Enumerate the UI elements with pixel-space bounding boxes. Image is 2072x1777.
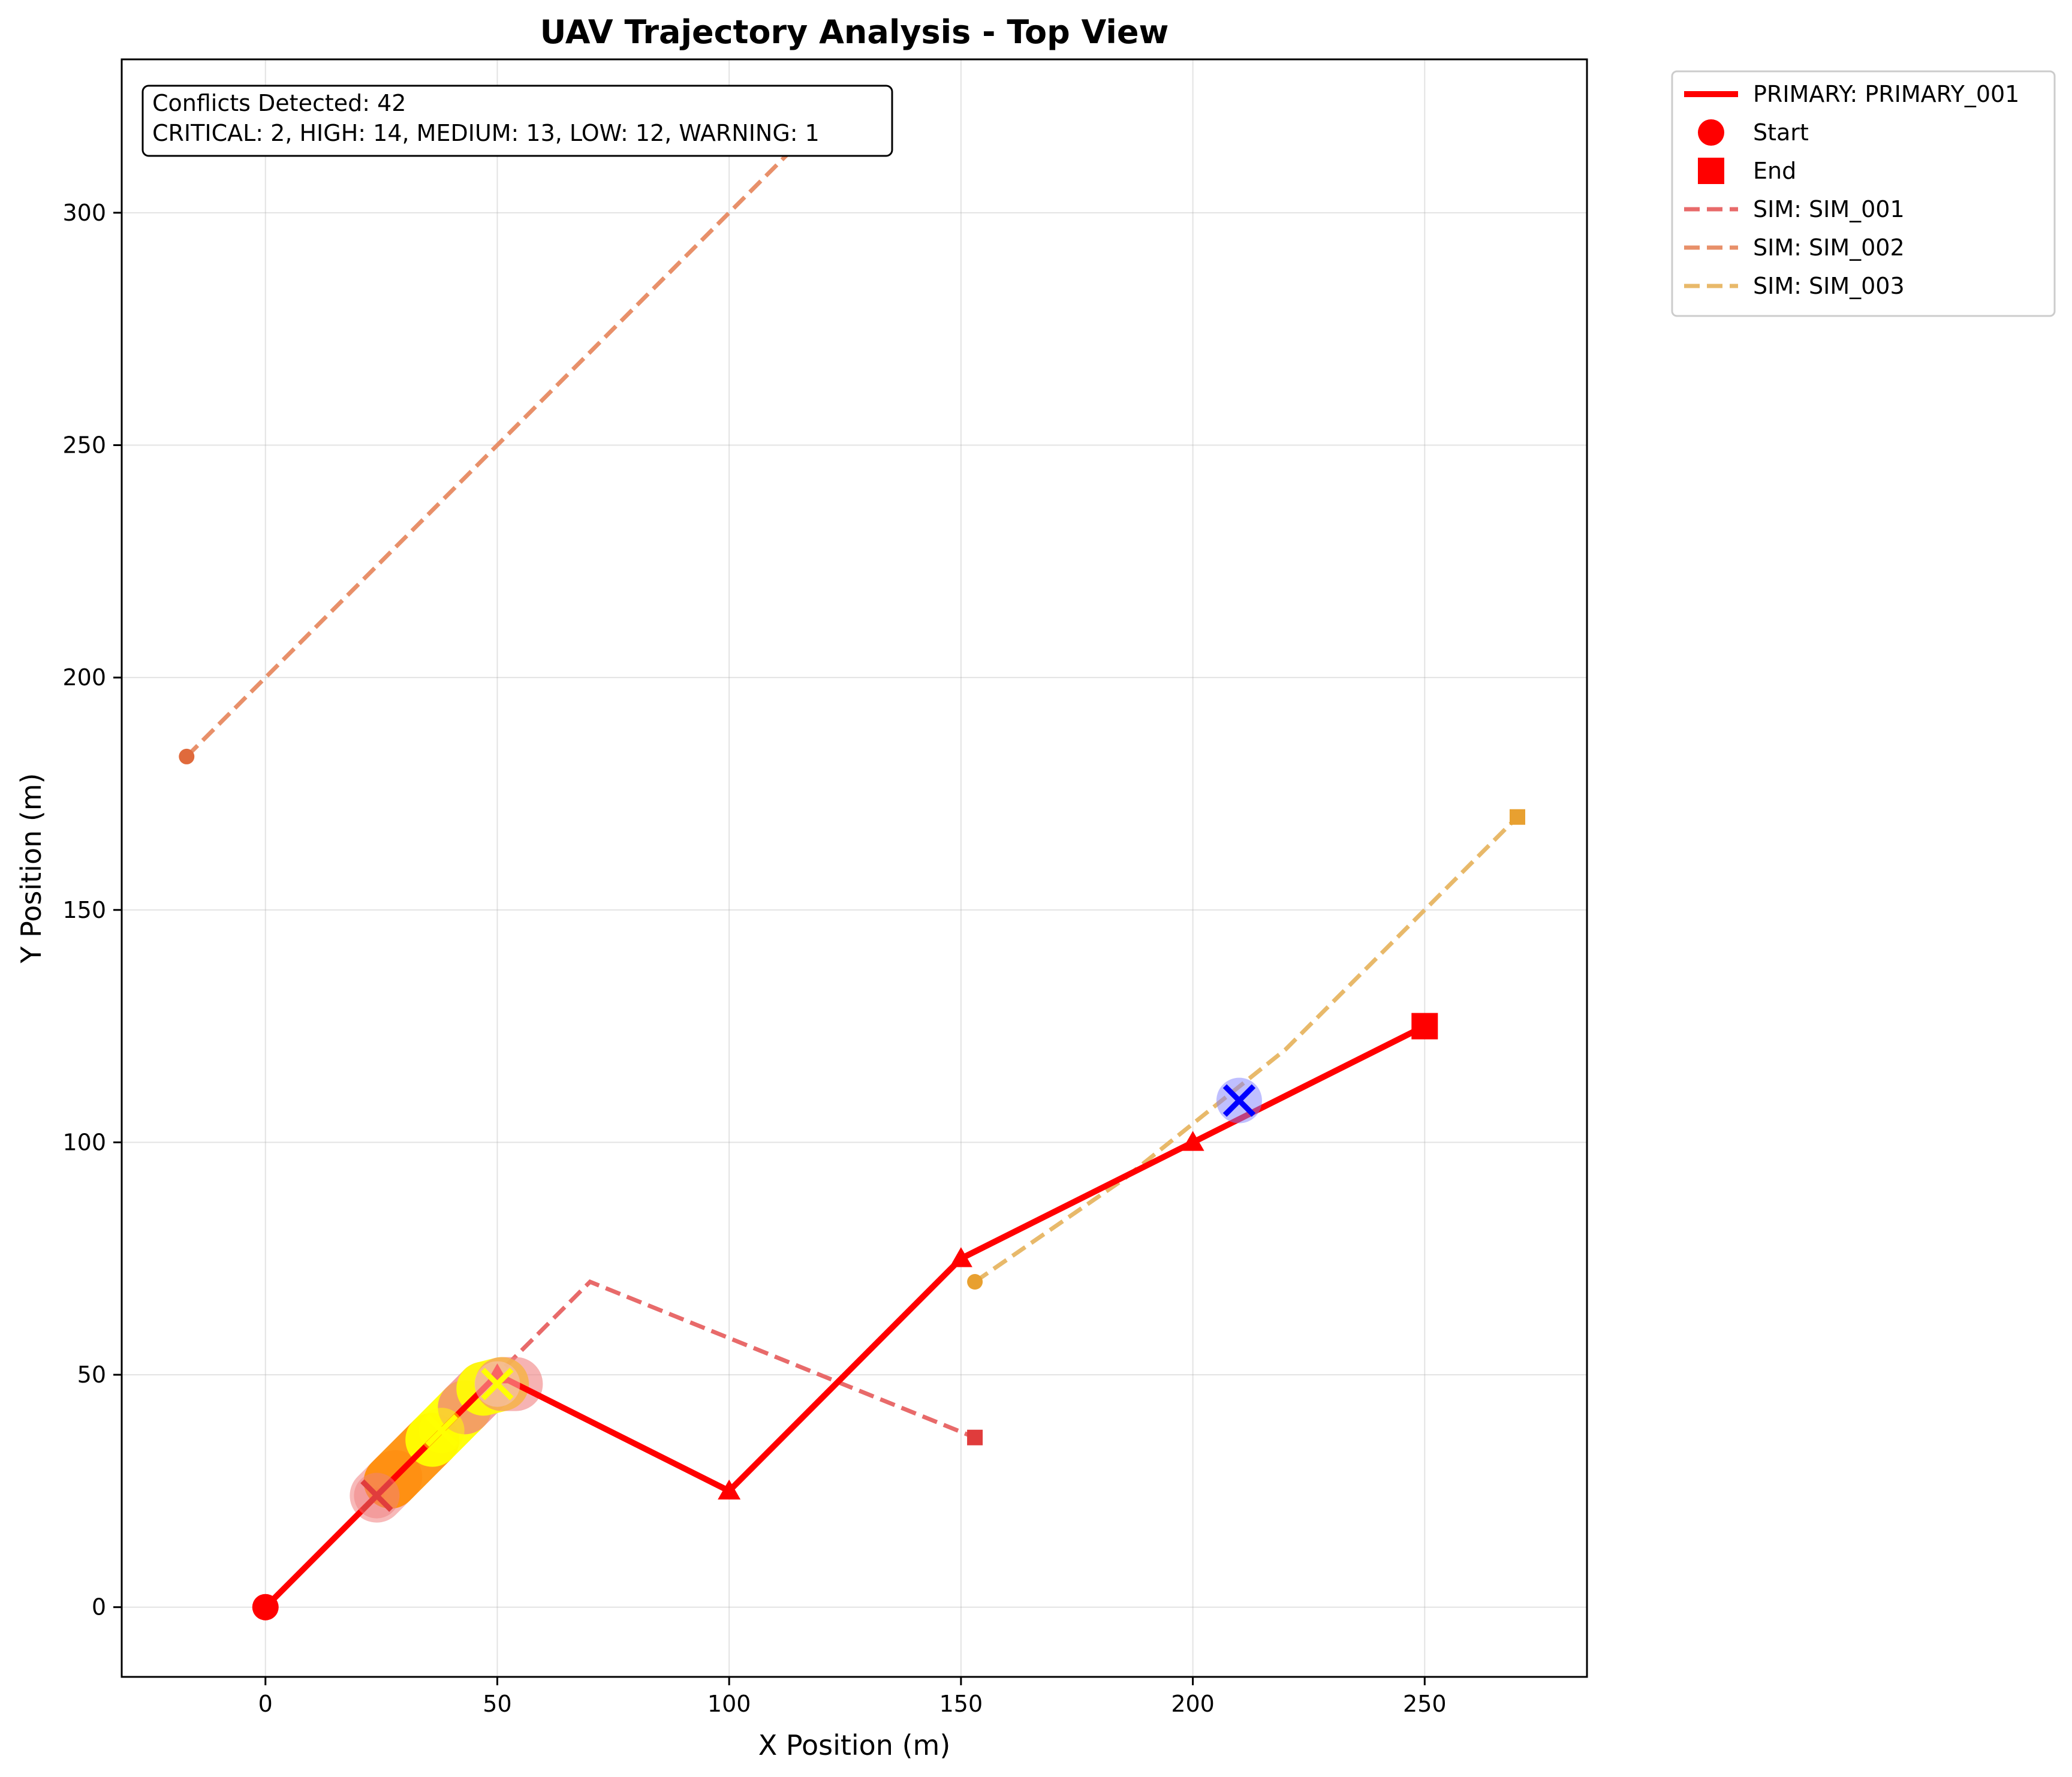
annotation-line-1: Conflicts Detected: 42 bbox=[152, 90, 406, 116]
plot-area bbox=[179, 126, 1525, 1621]
y-axis-label: Y Position (m) bbox=[15, 773, 47, 963]
y-tick-label: 50 bbox=[77, 1362, 106, 1388]
legend-entry-label: PRIMARY: PRIMARY_001 bbox=[1753, 81, 2019, 107]
legend-entry-label: SIM: SIM_001 bbox=[1753, 196, 1905, 222]
legend-entry-label: End bbox=[1753, 158, 1796, 184]
primary-start-marker bbox=[252, 1594, 279, 1621]
x-tick-label: 0 bbox=[258, 1691, 273, 1717]
legend-entry-label: SIM: SIM_002 bbox=[1753, 234, 1905, 261]
x-tick-label: 50 bbox=[483, 1691, 511, 1717]
x-tick-label: 100 bbox=[707, 1691, 751, 1717]
sim-start-marker bbox=[179, 748, 195, 764]
legend-entry-label: SIM: SIM_003 bbox=[1753, 273, 1905, 299]
sim-start-marker bbox=[967, 1274, 983, 1290]
legend-handle-square bbox=[1698, 158, 1724, 184]
sim-trajectory-line bbox=[185, 132, 810, 758]
axes-frame bbox=[121, 58, 1588, 1678]
chart-title: UAV Trajectory Analysis - Top View bbox=[540, 13, 1169, 51]
x-axis-label: X Position (m) bbox=[758, 1729, 951, 1761]
primary-trajectory-line bbox=[263, 1023, 1426, 1610]
x-tick-label: 150 bbox=[939, 1691, 983, 1717]
sim-end-marker bbox=[1509, 809, 1525, 825]
annotation-line-2: CRITICAL: 2, HIGH: 14, MEDIUM: 13, LOW: … bbox=[152, 120, 820, 146]
y-tick-label: 150 bbox=[62, 897, 106, 923]
y-tick-label: 100 bbox=[62, 1129, 106, 1155]
x-tick-label: 200 bbox=[1171, 1691, 1215, 1717]
grid-lines bbox=[122, 59, 1587, 1677]
annotation-frame bbox=[141, 85, 893, 157]
legend: PRIMARY: PRIMARY_001 Start End SIM: SIM_001… bbox=[1671, 70, 2056, 317]
y-tick-label: 200 bbox=[62, 664, 106, 691]
legend-frame bbox=[1671, 70, 2056, 317]
y-tick-label: 0 bbox=[92, 1594, 106, 1621]
sim-trajectory-line bbox=[974, 815, 1519, 1284]
conflict-marker-x bbox=[360, 1479, 393, 1512]
primary-waypoint-marker bbox=[718, 1479, 741, 1500]
y-tick-label: 250 bbox=[62, 432, 106, 458]
conflict-marker-x bbox=[425, 1414, 458, 1447]
conflict-annotation-box: Conflicts Detected: 42 CRITICAL: 2, HIGH… bbox=[141, 85, 893, 157]
y-tick-label: 300 bbox=[62, 200, 106, 226]
x-tick-label: 250 bbox=[1403, 1691, 1447, 1717]
sim-end-marker bbox=[967, 1429, 983, 1445]
axes: 0 50 100 150 200 250 0 50 100 150 200 250 300 bbox=[62, 58, 1588, 1717]
primary-end-marker bbox=[1411, 1013, 1438, 1040]
primary-waypoint-marker bbox=[949, 1247, 972, 1267]
legend-handle-circle bbox=[1698, 119, 1724, 146]
primary-waypoint-marker bbox=[1181, 1131, 1204, 1151]
conflict-marker-x bbox=[481, 1368, 514, 1400]
legend-entry-label: Start bbox=[1753, 119, 1809, 146]
conflict-marker-x bbox=[1222, 1084, 1256, 1117]
